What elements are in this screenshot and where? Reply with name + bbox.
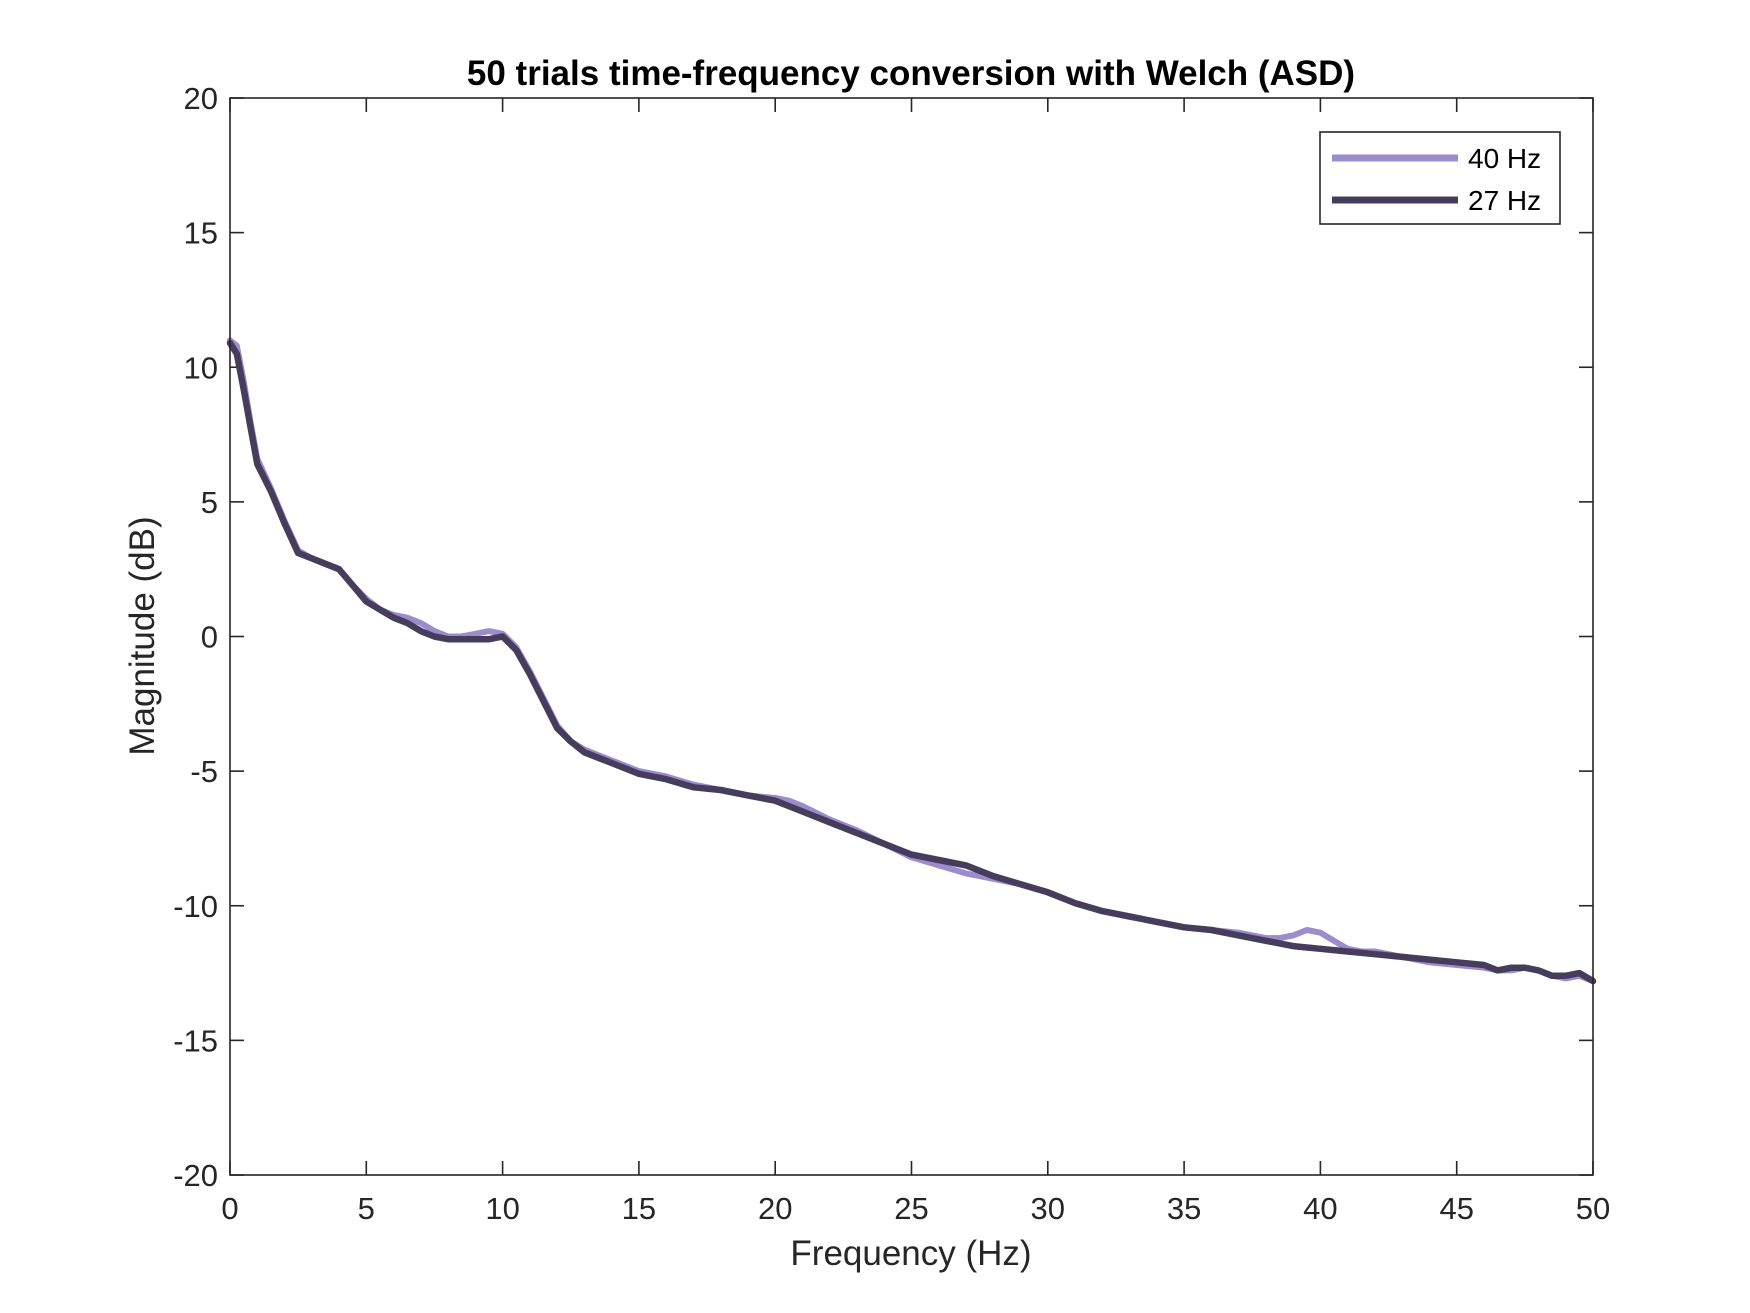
- x-tick-label: 35: [1167, 1191, 1201, 1226]
- chart-title: 50 trials time-frequency conversion with…: [467, 54, 1355, 93]
- series-lines: [226, 337, 1597, 985]
- legend: 40 Hz 27 Hz: [1319, 131, 1561, 225]
- x-tick-label: 40: [1303, 1191, 1337, 1226]
- series-line-27hz: [226, 339, 1597, 985]
- y-tick-label: -20: [173, 1158, 218, 1193]
- x-tick-label: 5: [358, 1191, 375, 1226]
- y-tick-label: 0: [201, 620, 218, 655]
- y-tick-label: 5: [201, 485, 218, 520]
- x-tick-label: 15: [622, 1191, 656, 1226]
- y-tick-label: -5: [190, 754, 218, 789]
- x-axis-label: Frequency (Hz): [790, 1234, 1031, 1273]
- x-axis-ticks: 0 5 10 15 20 25 30 35 40 45 50: [221, 98, 1610, 1226]
- legend-label-27hz: 27 Hz: [1468, 185, 1541, 216]
- y-tick-label: -10: [173, 889, 218, 924]
- y-tick-label: 10: [184, 350, 218, 385]
- y-tick-label: -15: [173, 1023, 218, 1058]
- x-tick-label: 25: [894, 1191, 928, 1226]
- y-axis-label: Magnitude (dB): [123, 516, 162, 755]
- plot-frame: [229, 97, 1594, 1176]
- y-tick-label: 20: [184, 81, 218, 116]
- x-tick-label: 0: [221, 1191, 238, 1226]
- y-tick-label: 15: [184, 216, 218, 251]
- x-tick-label: 20: [758, 1191, 792, 1226]
- x-tick-label: 30: [1031, 1191, 1065, 1226]
- y-axis-ticks: -20 -15 -10 -5 0 5 10 15 20: [173, 81, 1593, 1193]
- x-tick-label: 45: [1439, 1191, 1473, 1226]
- legend-box: [1319, 131, 1561, 225]
- x-tick-label: 50: [1576, 1191, 1610, 1226]
- legend-label-40hz: 40 Hz: [1468, 143, 1541, 174]
- x-tick-label: 10: [485, 1191, 519, 1226]
